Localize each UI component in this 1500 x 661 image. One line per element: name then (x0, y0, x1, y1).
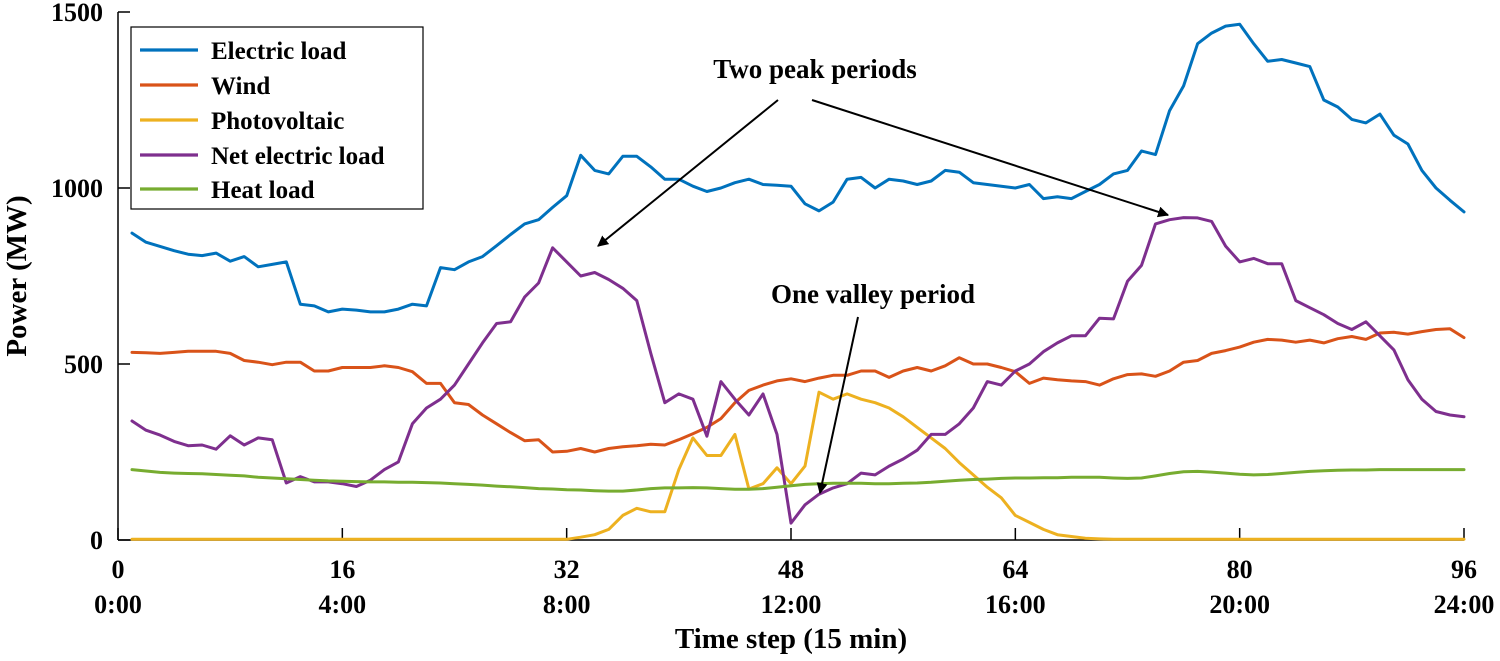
series-line-net-electric-load (130, 216, 1466, 525)
series-line-wind (130, 327, 1466, 454)
x-tick-time-label: 16:00 (985, 590, 1046, 619)
x-tick-label: 64 (1002, 555, 1028, 584)
x-tick-label: 0 (112, 555, 125, 584)
y-tick-label: 0 (90, 526, 103, 555)
x-tick-time-label: 24:00 (1434, 590, 1495, 619)
annotation-one-valley-period: One valley period (771, 279, 975, 309)
x-tick-label: 48 (778, 555, 804, 584)
series-line-electric-load (130, 22, 1466, 314)
x-tick-time-label: 8:00 (543, 590, 591, 619)
legend-box (130, 26, 424, 210)
series-line-photovoltaic (130, 390, 1466, 541)
x-tick-time-label: 0:00 (94, 590, 142, 619)
x-tick-label: 96 (1451, 555, 1477, 584)
y-tick-label: 1000 (51, 174, 103, 203)
x-tick-time-label: 12:00 (761, 590, 822, 619)
x-tick-time-label: 20:00 (1209, 590, 1270, 619)
legend-label-heat-load: Heat load (211, 177, 315, 204)
legend-label-photovoltaic: Photovoltaic (211, 108, 344, 135)
legend-label-electric-load: Electric load (211, 38, 346, 65)
y-axis-title: Power (MW) (1, 195, 33, 356)
y-tick-label: 500 (64, 350, 103, 379)
legend-label-wind: Wind (211, 73, 270, 100)
y-tick-label: 1500 (51, 0, 103, 27)
annotation-arrow-valley (816, 316, 859, 495)
x-tick-label: 80 (1227, 555, 1253, 584)
annotations: Two peak periods One valley period (597, 54, 1170, 495)
annotation-two-peak-periods: Two peak periods (713, 54, 917, 84)
series-line-heat-load (130, 468, 1466, 493)
axis-ticks: 0 0:00 16 4:00 32 8:00 48 12:00 64 16:00 80 20:00 96… (51, 0, 1494, 619)
legend: Electric load Wind Photovoltaic Net elec… (130, 26, 424, 210)
annotation-arrow-peak-1 (597, 99, 779, 247)
x-tick-time-label: 4:00 (318, 590, 366, 619)
legend-label-net-electric-load: Net electric load (211, 143, 385, 170)
x-axis-title: Time step (15 min) (675, 623, 907, 655)
series-lines (130, 22, 1466, 541)
x-tick-label: 32 (554, 555, 580, 584)
x-tick-label: 16 (329, 555, 355, 584)
annotation-arrow-peak-2 (811, 99, 1170, 218)
